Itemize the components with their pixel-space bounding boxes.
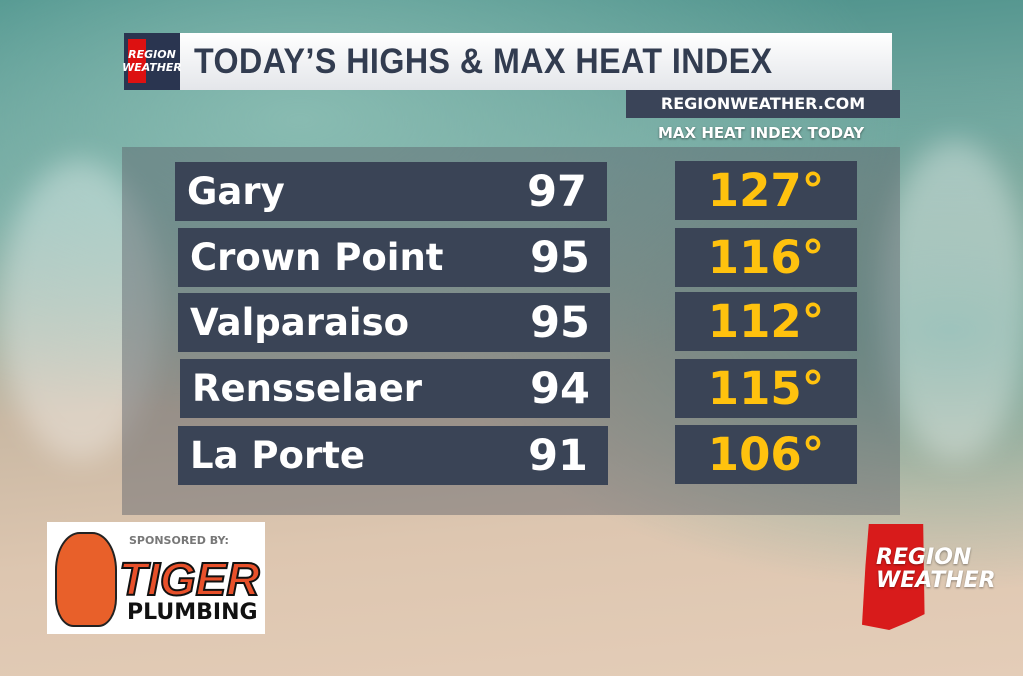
heat-index-column-label: MAX HEAT INDEX TODAY — [658, 124, 865, 142]
high-temp: 94 — [530, 363, 590, 414]
city-name: La Porte — [190, 434, 365, 477]
heat-index-value: 127° — [675, 161, 857, 220]
tiger-mascot-icon — [55, 532, 117, 627]
website-label: REGIONWEATHER.COM — [626, 90, 900, 118]
sponsor-label: SPONSORED BY: — [129, 534, 229, 547]
city-name: Gary — [187, 170, 285, 213]
heat-index-value: 106° — [675, 425, 857, 484]
logo-text: REGION — [128, 48, 176, 62]
city-name: Valparaiso — [190, 301, 410, 344]
high-temp: 91 — [528, 430, 588, 481]
sponsor-name-sub: PLUMBING — [127, 600, 258, 625]
wave-foam — [0, 160, 160, 460]
city-name: Crown Point — [190, 236, 444, 279]
city-name: Rensselaer — [192, 367, 423, 410]
logo-text: WEATHER — [122, 60, 182, 74]
city-row: Rensselaer 94 — [180, 359, 610, 418]
city-row: Crown Point 95 — [178, 228, 610, 287]
city-row: Valparaiso 95 — [178, 293, 610, 352]
page-title: TODAY’S HIGHS & MAX HEAT INDEX — [194, 41, 773, 81]
heat-index-value: 116° — [675, 228, 857, 287]
logo-line: WEATHER — [876, 568, 996, 594]
indiana-state-icon — [862, 524, 925, 630]
region-weather-logo: REGION WEATHER — [862, 524, 1012, 630]
high-temp: 95 — [530, 297, 590, 348]
logo-line: REGION — [876, 545, 972, 570]
high-temp: 97 — [527, 166, 587, 217]
sponsor-name: TIGER — [118, 552, 261, 606]
wave-foam — [880, 140, 1023, 460]
sponsor-logo: SPONSORED BY: TIGER PLUMBING — [47, 522, 265, 634]
city-row: La Porte 91 — [178, 426, 608, 485]
heat-index-value: 112° — [675, 292, 857, 351]
title-bar: REGION WEATHER TODAY’S HIGHS & MAX HEAT I… — [122, 33, 892, 90]
logo-text: REGION WEATHER — [876, 546, 996, 592]
region-weather-mini-logo: REGION WEATHER — [122, 33, 182, 90]
city-row: Gary 97 — [175, 162, 607, 221]
heat-index-value: 115° — [675, 359, 857, 418]
high-temp: 95 — [530, 232, 590, 283]
